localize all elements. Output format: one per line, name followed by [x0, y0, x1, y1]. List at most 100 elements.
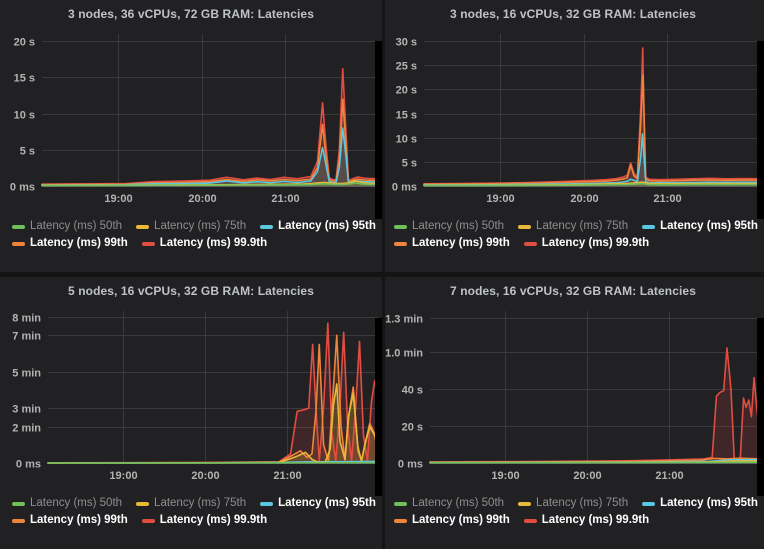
legend-color-swatch-icon — [141, 241, 155, 246]
panel-title: 3 nodes, 36 vCPUs, 72 GB RAM: Latencies — [68, 7, 314, 21]
legend-label: Latency (ms) 95th — [278, 497, 376, 509]
legend-color-swatch-icon — [394, 518, 407, 523]
x-axis-tick-label: 19:00 — [109, 470, 137, 482]
panel-legend[interactable]: Latency (ms) 50th Latency (ms) 75th Late… — [0, 214, 382, 252]
panel-title: 7 nodes, 16 vCPUs, 32 GB RAM: Latencies — [450, 284, 696, 298]
legend-color-swatch-icon — [12, 501, 25, 506]
legend-item-p99[interactable]: Latency (ms) 99th — [12, 512, 128, 529]
y-axis-tick-label: 0 ms — [10, 182, 35, 194]
legend-item-p50[interactable]: Latency (ms) 50th — [394, 218, 504, 235]
legend-item-p50[interactable]: Latency (ms) 50th — [394, 495, 504, 512]
x-axis-tick-label: 21:00 — [273, 470, 301, 482]
legend-label: Latency (ms) 75th — [536, 497, 629, 509]
legend-label: Latency (ms) 50th — [412, 220, 505, 232]
time-series-chart[interactable]: 0 ms 2 min 3 min 5 min 7 min 8 min 19:00 20:00 2… — [0, 301, 382, 491]
series-area-4 — [424, 47, 760, 187]
panel-gap-divider — [382, 277, 385, 549]
panel-3n-16v[interactable]: 3 nodes, 16 vCPUs, 32 GB RAM: Latencies … — [382, 0, 764, 272]
legend-item-p75[interactable]: Latency (ms) 75th — [518, 218, 628, 235]
legend-label: Latency (ms) 50th — [30, 497, 123, 509]
x-axis-tick-label: 19:00 — [491, 470, 519, 482]
legend-row: Latency (ms) 50th Latency (ms) 75th Late… — [12, 495, 382, 512]
legend-label: Latency (ms) 95th — [660, 497, 758, 509]
legend-color-swatch-icon — [141, 518, 155, 523]
y-axis-tick-label: 20 s — [14, 37, 35, 49]
panel-legend[interactable]: Latency (ms) 50th Latency (ms) 75th Late… — [382, 214, 764, 252]
x-axis-tick-label: 21:00 — [271, 193, 299, 205]
legend-row: Latency (ms) 99th Latency (ms) 99.9th — [394, 512, 764, 529]
legend-color-swatch-icon — [518, 224, 532, 229]
series-area-2 — [42, 128, 378, 186]
legend-item-p999[interactable]: Latency (ms) 99.9th — [523, 235, 650, 252]
legend-color-swatch-icon — [518, 501, 532, 506]
series-area-4 — [430, 348, 760, 463]
legend-color-swatch-icon — [394, 241, 407, 246]
legend-label: Latency (ms) 99.9th — [159, 237, 268, 249]
legend-item-p99[interactable]: Latency (ms) 99th — [394, 235, 510, 252]
x-axis-tick-label: 19:00 — [486, 193, 514, 205]
panel-legend[interactable]: Latency (ms) 50th Latency (ms) 75th Late… — [382, 491, 764, 529]
y-axis-tick-label: 2 min — [12, 423, 41, 435]
x-axis-tick-label: 21:00 — [655, 470, 683, 482]
y-axis-tick-label: 40 s — [402, 385, 423, 397]
legend-color-swatch-icon — [12, 241, 25, 246]
legend-color-swatch-icon — [260, 501, 274, 506]
time-series-chart[interactable]: 0 ms 5 s 10 s 15 s 20 s 19:00 20:00 21:00 — [0, 24, 382, 214]
y-axis-tick-label: 15 s — [14, 73, 35, 85]
legend-label: Latency (ms) 99th — [30, 514, 128, 526]
legend-item-p95[interactable]: Latency (ms) 95th — [642, 218, 758, 235]
series-area-4 — [42, 68, 378, 186]
time-series-chart[interactable]: 0 ms 5 s 10 s 15 s 20 s 25 s 30 s 19:00 20:00 21:… — [382, 24, 764, 214]
x-axis-tick-label: 20:00 — [573, 470, 601, 482]
legend-label: Latency (ms) 75th — [154, 220, 247, 232]
legend-item-p95[interactable]: Latency (ms) 95th — [642, 495, 758, 512]
y-axis-tick-label: 20 s — [396, 85, 417, 97]
legend-label: Latency (ms) 50th — [412, 497, 505, 509]
panel-plot-area[interactable]: 0 ms 2 min 3 min 5 min 7 min 8 min 19:00 20:00 2… — [0, 301, 382, 496]
legend-color-swatch-icon — [394, 501, 407, 506]
panel-plot-area[interactable]: 0 ms 5 s 10 s 15 s 20 s 19:00 20:00 21:00 — [0, 24, 382, 219]
legend-color-swatch-icon — [260, 224, 274, 229]
series-line-2 — [423, 133, 761, 186]
legend-label: Latency (ms) 99.9th — [159, 514, 268, 526]
panel-gap-divider — [382, 0, 385, 272]
panel-5n-16v[interactable]: 5 nodes, 16 vCPUs, 32 GB RAM: Latencies … — [0, 277, 382, 549]
legend-item-p99[interactable]: Latency (ms) 99th — [394, 512, 510, 529]
y-axis-tick-label: 10 s — [396, 134, 417, 146]
legend-item-p999[interactable]: Latency (ms) 99.9th — [523, 512, 649, 529]
y-axis-tick-label: 5 s — [20, 146, 35, 158]
legend-item-p999[interactable]: Latency (ms) 99.9th — [141, 235, 268, 252]
series-line-0 — [41, 182, 379, 187]
series-area-3 — [42, 99, 378, 186]
panel-title: 3 nodes, 16 vCPUs, 32 GB RAM: Latencies — [450, 7, 696, 21]
panel-title: 5 nodes, 16 vCPUs, 32 GB RAM: Latencies — [68, 284, 314, 298]
panel-plot-area[interactable]: 0 ms 5 s 10 s 15 s 20 s 25 s 30 s 19:00 20:00 21:… — [382, 24, 764, 219]
series-line-4 — [47, 322, 379, 464]
panel-right-occlusion-bar — [757, 318, 764, 496]
legend-item-p999[interactable]: Latency (ms) 99.9th — [141, 512, 268, 529]
legend-item-p75[interactable]: Latency (ms) 75th — [136, 218, 246, 235]
panel-3n-36v[interactable]: 3 nodes, 36 vCPUs, 72 GB RAM: Latencies … — [0, 0, 382, 272]
legend-item-p50[interactable]: Latency (ms) 50th — [12, 218, 122, 235]
legend-row: Latency (ms) 99th Latency (ms) 99.9th — [394, 235, 764, 252]
y-axis-tick-label: 8 min — [12, 313, 41, 325]
legend-item-p50[interactable]: Latency (ms) 50th — [12, 495, 122, 512]
dashboard-row-top: 3 nodes, 36 vCPUs, 72 GB RAM: Latencies … — [0, 0, 764, 272]
x-axis-tick-label: 20:00 — [570, 193, 598, 205]
legend-item-p95[interactable]: Latency (ms) 95th — [260, 495, 376, 512]
series-line-0 — [423, 182, 761, 187]
legend-label: Latency (ms) 95th — [278, 220, 376, 232]
legend-item-p95[interactable]: Latency (ms) 95th — [260, 218, 376, 235]
legend-label: Latency (ms) 99.9th — [541, 237, 650, 249]
panel-legend[interactable]: Latency (ms) 50th Latency (ms) 75th Late… — [0, 491, 382, 529]
legend-item-p99[interactable]: Latency (ms) 99th — [12, 235, 128, 252]
legend-color-swatch-icon — [523, 518, 537, 523]
legend-label: Latency (ms) 99th — [412, 237, 510, 249]
panel-plot-area[interactable]: 0 ms 20 s 40 s 1.0 min 1.3 min 19:00 20:00 21:0… — [382, 301, 764, 496]
legend-item-p75[interactable]: Latency (ms) 75th — [518, 495, 628, 512]
time-series-chart[interactable]: 0 ms 20 s 40 s 1.0 min 1.3 min 19:00 20:00 21:0… — [382, 301, 764, 491]
panel-7n-16v[interactable]: 7 nodes, 16 vCPUs, 32 GB RAM: Latencies … — [382, 277, 764, 549]
legend-row: Latency (ms) 99th Latency (ms) 99.9th — [12, 235, 382, 252]
legend-item-p75[interactable]: Latency (ms) 75th — [136, 495, 246, 512]
legend-color-swatch-icon — [394, 224, 407, 229]
